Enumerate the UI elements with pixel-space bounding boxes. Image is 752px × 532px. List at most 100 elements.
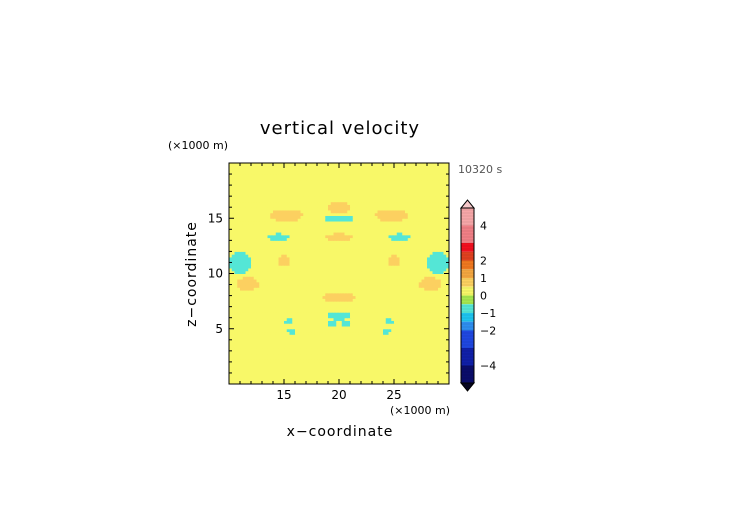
heatmap-cell bbox=[275, 262, 279, 266]
heatmap-cell bbox=[438, 339, 442, 344]
heatmap-cell bbox=[424, 245, 428, 250]
heatmap-cell bbox=[380, 337, 384, 341]
heatmap-cell bbox=[267, 342, 271, 346]
heatmap-cell bbox=[253, 259, 257, 263]
heatmap-cell bbox=[242, 348, 246, 352]
heatmap-cell bbox=[270, 306, 274, 310]
heatmap-cell bbox=[262, 342, 266, 346]
heatmap-cell bbox=[308, 234, 312, 239]
heatmap-cell bbox=[237, 323, 241, 327]
heatmap-cell bbox=[300, 259, 304, 263]
heatmap-cell bbox=[273, 245, 277, 250]
heatmap-cell bbox=[330, 295, 334, 299]
heatmap-cell bbox=[325, 279, 329, 283]
heatmap-cell bbox=[234, 273, 238, 277]
heatmap-cell bbox=[427, 295, 431, 299]
heatmap-cell bbox=[339, 229, 343, 233]
heatmap-cell bbox=[319, 317, 323, 321]
heatmap-cell bbox=[284, 245, 288, 250]
heatmap-cell bbox=[237, 306, 241, 310]
heatmap-cell bbox=[416, 331, 420, 335]
heatmap-cell bbox=[391, 306, 395, 310]
heatmap-cell bbox=[303, 259, 307, 263]
heatmap-cell bbox=[325, 281, 329, 286]
heatmap-cell bbox=[234, 256, 238, 261]
heatmap-cell bbox=[341, 259, 345, 263]
heatmap-cell bbox=[366, 334, 370, 338]
heatmap-cell bbox=[399, 372, 403, 377]
heatmap-cell bbox=[394, 226, 398, 230]
heatmap-cell bbox=[319, 267, 323, 272]
heatmap-cell bbox=[402, 378, 406, 382]
heatmap-cell bbox=[286, 375, 290, 379]
heatmap-cell bbox=[369, 273, 373, 277]
heatmap-cell bbox=[402, 284, 406, 288]
heatmap-cell bbox=[245, 306, 249, 310]
heatmap-cell bbox=[242, 303, 246, 308]
heatmap-cell bbox=[262, 256, 266, 261]
heatmap-cell bbox=[369, 212, 373, 216]
heatmap-cell bbox=[328, 215, 332, 219]
heatmap-cell bbox=[407, 243, 411, 247]
heatmap-cell bbox=[253, 331, 257, 335]
heatmap-cell bbox=[325, 276, 329, 280]
heatmap-cell bbox=[306, 276, 310, 280]
heatmap-cell bbox=[317, 353, 321, 357]
heatmap-cell bbox=[278, 254, 282, 258]
heatmap-cell bbox=[350, 270, 354, 274]
heatmap-cell bbox=[413, 223, 417, 228]
heatmap-cell bbox=[424, 345, 428, 349]
heatmap-cell bbox=[377, 372, 381, 377]
heatmap-cell bbox=[240, 378, 244, 382]
heatmap-cell bbox=[432, 223, 436, 228]
heatmap-cell bbox=[231, 287, 235, 291]
heatmap-cell bbox=[339, 254, 343, 258]
heatmap-cell bbox=[267, 356, 271, 360]
heatmap-cell bbox=[413, 317, 417, 321]
heatmap-cell bbox=[273, 256, 277, 261]
heatmap-cell bbox=[377, 292, 381, 297]
heatmap-cell bbox=[402, 215, 406, 219]
heatmap-cell bbox=[352, 215, 356, 219]
heatmap-cell bbox=[333, 334, 337, 338]
heatmap-cell bbox=[295, 221, 299, 225]
heatmap-cell bbox=[377, 276, 381, 280]
heatmap-cell bbox=[383, 331, 387, 335]
heatmap-cell bbox=[264, 270, 268, 274]
heatmap-cell bbox=[416, 334, 420, 338]
heatmap-cell bbox=[297, 331, 301, 335]
heatmap-cell bbox=[363, 245, 367, 250]
heatmap-cell bbox=[270, 339, 274, 344]
heatmap-cell bbox=[256, 245, 260, 250]
heatmap-cell bbox=[330, 314, 334, 319]
heatmap-cell bbox=[253, 276, 257, 280]
heatmap-cell bbox=[281, 372, 285, 377]
heatmap-cell bbox=[413, 312, 417, 316]
heatmap-cell bbox=[385, 259, 389, 263]
heatmap-cell bbox=[292, 209, 296, 214]
heatmap-cell bbox=[297, 292, 301, 297]
heatmap-cell bbox=[339, 334, 343, 338]
heatmap-cell bbox=[264, 317, 268, 321]
heatmap-cell bbox=[259, 378, 263, 382]
heatmap-cell bbox=[418, 350, 422, 355]
heatmap-cell bbox=[319, 256, 323, 261]
heatmap-cell bbox=[418, 223, 422, 228]
heatmap-cell bbox=[234, 209, 238, 214]
heatmap-cell bbox=[300, 292, 304, 297]
heatmap-cell bbox=[424, 334, 428, 338]
heatmap-cell bbox=[240, 229, 244, 233]
heatmap-cell bbox=[267, 259, 271, 263]
heatmap-cell bbox=[394, 232, 398, 236]
heatmap-cell bbox=[292, 245, 296, 250]
heatmap-cell bbox=[394, 367, 398, 371]
heatmap-cell bbox=[336, 237, 340, 241]
heatmap-cell bbox=[358, 240, 362, 244]
heatmap-cell bbox=[380, 262, 384, 266]
heatmap-cell bbox=[297, 240, 301, 244]
heatmap-cell bbox=[363, 323, 367, 327]
heatmap-cell bbox=[311, 287, 315, 291]
heatmap-cell bbox=[355, 279, 359, 283]
heatmap-cell bbox=[446, 312, 450, 316]
heatmap-cell bbox=[314, 334, 318, 338]
